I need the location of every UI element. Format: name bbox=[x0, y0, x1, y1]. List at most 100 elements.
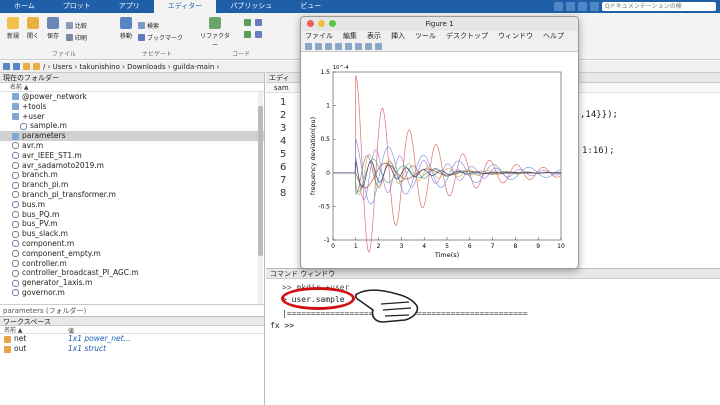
up-folder-icon[interactable] bbox=[23, 63, 30, 70]
bookmark-button[interactable]: ブックマーク bbox=[138, 33, 183, 42]
menu-insert[interactable]: 挿入 bbox=[391, 32, 405, 40]
line-number: 3 bbox=[280, 123, 287, 134]
line-number: 5 bbox=[280, 149, 287, 160]
menu-help[interactable]: ヘルプ bbox=[543, 32, 564, 40]
redo-icon[interactable] bbox=[578, 2, 587, 11]
line-number: 7 bbox=[280, 175, 287, 186]
tab-apps[interactable]: アプリ bbox=[118, 2, 140, 10]
file-row[interactable]: controller_broadcast_PI_AGC.m bbox=[0, 268, 264, 278]
new-button[interactable]: 新規 bbox=[4, 17, 22, 40]
minimize-icon[interactable] bbox=[318, 20, 325, 27]
series-line-6 bbox=[333, 155, 561, 195]
new-figure-icon[interactable] bbox=[305, 43, 312, 50]
outdent-icon[interactable] bbox=[255, 31, 262, 38]
back-icon[interactable] bbox=[3, 63, 10, 70]
documentation-search-input[interactable]: Qドキュメンテーションの検 bbox=[602, 2, 716, 11]
menu-tools[interactable]: ツール bbox=[415, 32, 436, 40]
file-row[interactable]: component_empty.m bbox=[0, 249, 264, 259]
wrap-icon[interactable] bbox=[244, 31, 251, 38]
print-button[interactable]: 印刷 bbox=[66, 33, 87, 42]
file-row[interactable]: generator_1axis.m bbox=[0, 278, 264, 288]
pointing-hand-icon bbox=[354, 289, 419, 323]
file-row[interactable]: +user bbox=[0, 112, 264, 122]
code-tools-2 bbox=[244, 31, 262, 38]
file-row[interactable]: parameters bbox=[0, 131, 264, 141]
forward-icon[interactable] bbox=[13, 63, 20, 70]
indent-icon[interactable] bbox=[255, 19, 262, 26]
tab-view[interactable]: ビュー bbox=[300, 2, 322, 10]
file-row[interactable]: branch.m bbox=[0, 170, 264, 180]
frequency-chart[interactable]: 0 1 2 3 4 5 6 7 8 9 10 -1 -0.5 0 0.5 1 1.510^-4 Time(s) fr… bbox=[301, 52, 579, 268]
workspace-name-header[interactable]: 名前 ▲ bbox=[4, 327, 23, 334]
x-axis-label: Time(s) bbox=[434, 251, 459, 259]
printer-icon bbox=[66, 34, 73, 41]
file-row[interactable]: bus.m bbox=[0, 200, 264, 210]
tab-publish[interactable]: パブリッシュ bbox=[230, 2, 273, 10]
code-text[interactable]: ,14}}); bbox=[580, 110, 618, 120]
tab-editor[interactable]: エディター bbox=[153, 0, 217, 13]
file-row[interactable]: bus_PV.m bbox=[0, 219, 264, 229]
save-quick-icon[interactable] bbox=[554, 2, 563, 11]
file-row[interactable]: avr.m bbox=[0, 141, 264, 151]
print-figure-icon[interactable] bbox=[335, 43, 342, 50]
file-row[interactable]: branch_pi_transformer.m bbox=[0, 190, 264, 200]
compare-button[interactable]: 比較 bbox=[66, 21, 87, 30]
close-icon[interactable] bbox=[307, 20, 314, 27]
current-folder-panel: 現在のフォルダー 名前 ▲ @power_network +tools +user s… bbox=[0, 73, 265, 405]
file-row[interactable]: branch_pi.m bbox=[0, 180, 264, 190]
workspace-value-header[interactable]: 値 bbox=[68, 328, 75, 335]
compare-icon bbox=[66, 22, 73, 29]
file-name: governor.m bbox=[22, 287, 65, 297]
browse-folder-icon[interactable] bbox=[33, 63, 40, 70]
colorbar-icon[interactable] bbox=[345, 43, 352, 50]
file-row[interactable]: avr_sadamoto2019.m bbox=[0, 161, 264, 171]
find-button[interactable]: 検索 bbox=[138, 21, 159, 30]
legend-icon[interactable] bbox=[355, 43, 362, 50]
dock-icon[interactable] bbox=[375, 43, 382, 50]
file-row[interactable]: governor.m bbox=[0, 288, 264, 298]
pointer-icon[interactable] bbox=[365, 43, 372, 50]
menu-view[interactable]: 表示 bbox=[367, 32, 381, 40]
file-row[interactable]: bus_PQ.m bbox=[0, 210, 264, 220]
menu-desktop[interactable]: デスクトップ bbox=[446, 32, 488, 40]
file-list-scroll-thumb[interactable] bbox=[258, 106, 263, 256]
save-figure-icon[interactable] bbox=[325, 43, 332, 50]
current-path[interactable]: / › Users › takunishino › Downloads › gu… bbox=[43, 62, 220, 71]
tab-home[interactable]: ホーム bbox=[14, 2, 35, 10]
file-row[interactable]: avr_IEEE_ST1.m bbox=[0, 151, 264, 161]
maximize-icon[interactable] bbox=[329, 20, 336, 27]
save-button[interactable]: 保存 bbox=[44, 17, 62, 40]
refactor-button[interactable]: リファクター bbox=[198, 17, 232, 49]
workspace-row[interactable]: out 1x1 struct bbox=[0, 344, 264, 354]
file-row[interactable]: bus_slack.m bbox=[0, 229, 264, 239]
comment-icon[interactable] bbox=[244, 19, 251, 26]
file-row[interactable]: +tools bbox=[0, 102, 264, 112]
workspace-row[interactable]: net 1x1 power_net... bbox=[0, 334, 264, 344]
file-name: bus_slack.m bbox=[22, 229, 68, 239]
open-button[interactable]: 開く bbox=[24, 17, 42, 40]
menu-window[interactable]: ウィンドウ bbox=[498, 32, 533, 40]
help-icon[interactable] bbox=[590, 2, 599, 11]
file-row[interactable]: component.m bbox=[0, 239, 264, 249]
move-button[interactable]: 移動 bbox=[118, 17, 134, 40]
figure-titlebar[interactable]: Figure 1 bbox=[301, 17, 578, 31]
file-name: bus_PV.m bbox=[22, 219, 58, 229]
variable-value: 1x1 struct bbox=[68, 344, 107, 353]
tab-plots[interactable]: プロット bbox=[62, 2, 91, 10]
menu-file[interactable]: ファイル bbox=[305, 32, 333, 40]
undo-icon[interactable] bbox=[566, 2, 575, 11]
name-column-header[interactable]: 名前 ▲ bbox=[0, 83, 264, 92]
file-row[interactable]: controller.m bbox=[0, 259, 264, 269]
open-figure-icon[interactable] bbox=[315, 43, 322, 50]
file-name: component_empty.m bbox=[22, 248, 101, 258]
code-text[interactable]: 1:16); bbox=[582, 146, 615, 156]
file-row[interactable]: @power_network bbox=[0, 92, 264, 102]
x-tick-label: 4 bbox=[422, 243, 426, 250]
menu-edit[interactable]: 編集 bbox=[343, 32, 357, 40]
m-file-icon bbox=[12, 152, 19, 160]
highlight-circle bbox=[281, 287, 355, 310]
file-name: @power_network bbox=[22, 92, 87, 101]
file-row[interactable]: sample.m bbox=[0, 121, 264, 131]
command-prompt[interactable]: fx >> bbox=[270, 321, 295, 330]
file-name: bus.m bbox=[22, 199, 46, 209]
